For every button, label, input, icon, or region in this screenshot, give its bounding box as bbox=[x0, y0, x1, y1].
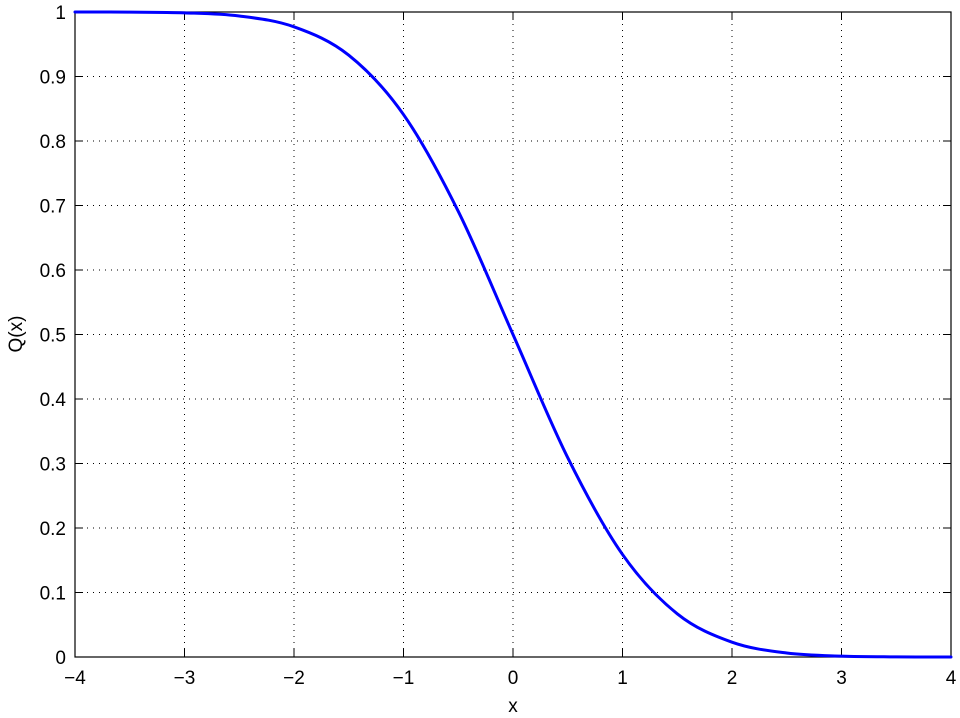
y-tick-label: 1 bbox=[55, 3, 66, 24]
y-tick-label: 0.6 bbox=[40, 261, 66, 282]
y-axis-label: Q(x) bbox=[6, 316, 27, 353]
y-tick-label: 0.5 bbox=[40, 326, 66, 347]
y-tick-label: 0.7 bbox=[40, 197, 66, 218]
x-tick-label: −1 bbox=[393, 668, 415, 689]
x-tick-label: 2 bbox=[727, 668, 738, 689]
y-tick-label: 0.1 bbox=[40, 584, 66, 605]
y-tick-labels: 0 0.1 0.2 0.3 0.4 0.5 0.6 0.7 0.8 0.9 1 bbox=[40, 3, 67, 669]
x-axis-label: x bbox=[508, 696, 518, 717]
y-tick-label: 0 bbox=[55, 648, 66, 669]
y-tick-label: 0.4 bbox=[40, 390, 67, 411]
x-tick-label: 1 bbox=[617, 668, 628, 689]
x-tick-label: −4 bbox=[64, 668, 86, 689]
y-tick-label: 0.3 bbox=[40, 455, 66, 476]
x-tick-labels: −4 −3 −2 −1 0 1 2 3 4 bbox=[64, 668, 957, 689]
x-tick-label: 4 bbox=[946, 668, 957, 689]
y-tick-label: 0.8 bbox=[40, 132, 66, 153]
plot-area-frame bbox=[74, 11, 952, 658]
x-tick-label: −2 bbox=[283, 668, 305, 689]
x-tick-label: 3 bbox=[836, 668, 847, 689]
series-line bbox=[73, 10, 953, 659]
series-layer bbox=[73, 10, 953, 659]
x-tick-label: −3 bbox=[174, 668, 196, 689]
y-tick-label: 0.2 bbox=[40, 519, 66, 540]
x-tick-label: 0 bbox=[508, 668, 519, 689]
y-tick-label: 0.9 bbox=[40, 68, 66, 89]
